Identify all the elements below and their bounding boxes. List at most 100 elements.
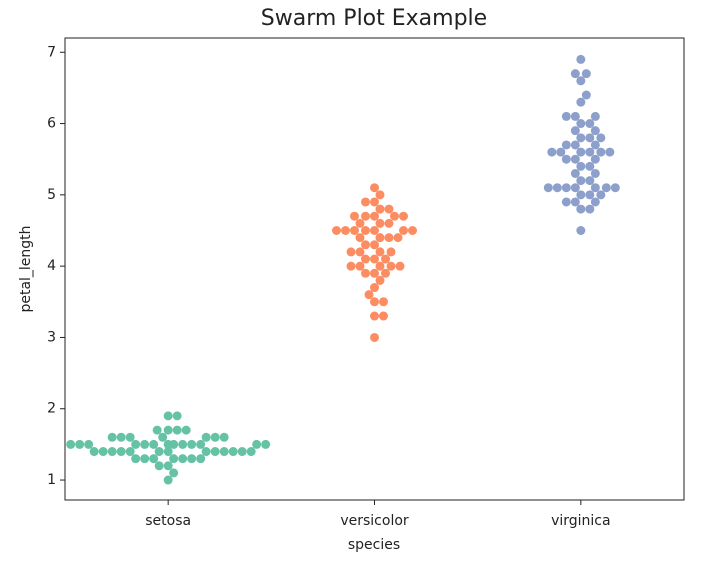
swarm-point <box>543 183 553 193</box>
swarm-point <box>370 197 379 207</box>
swarm-point <box>570 111 580 121</box>
swarm-point <box>585 119 595 129</box>
swarm-point <box>140 454 150 464</box>
swarm-point <box>576 133 586 143</box>
swarm-point <box>228 447 238 457</box>
swarm-point <box>576 119 586 129</box>
swarm-point <box>346 261 356 271</box>
swarm-point <box>125 432 135 442</box>
swarm-point <box>384 233 394 243</box>
swarm-point <box>384 204 394 214</box>
swarm-point <box>585 161 595 171</box>
swarm-point <box>585 190 595 200</box>
x-tick-label: setosa <box>145 513 191 529</box>
swarm-point <box>576 161 586 171</box>
swarm-point <box>169 454 179 464</box>
swarm-point <box>576 147 586 157</box>
swarm-point <box>107 432 117 442</box>
swarm-point <box>252 439 262 449</box>
swarm-point <box>341 226 350 235</box>
swarm-point <box>576 54 586 64</box>
swarm-point <box>370 211 379 221</box>
swarm-point <box>355 233 365 243</box>
swarm-point <box>163 439 173 449</box>
swarm-point <box>370 183 379 193</box>
swarm-point <box>561 183 571 193</box>
swarm-point <box>219 432 229 442</box>
swarm-point <box>355 247 365 257</box>
swarm-point <box>581 90 591 100</box>
swarm-point <box>361 226 370 235</box>
swarm-point <box>163 475 173 485</box>
swarm-point <box>178 439 188 449</box>
swarm-point <box>201 447 211 457</box>
swarm-point <box>370 332 379 342</box>
swarm-point <box>66 439 76 449</box>
swarm-point <box>590 197 600 207</box>
swarm-point <box>140 439 150 449</box>
swarm-point <box>596 147 606 157</box>
swarm-point <box>390 211 399 221</box>
swarm-point <box>375 204 385 214</box>
swarm-point <box>196 454 206 464</box>
swarm-point <box>596 190 606 200</box>
swarm-point <box>386 247 396 257</box>
swarm-point <box>585 133 595 143</box>
swarm-point <box>361 268 370 278</box>
swarm-point <box>149 454 159 464</box>
swarm-point <box>370 283 379 293</box>
swarm-point <box>576 190 586 200</box>
swarm-point <box>350 211 359 221</box>
swarm-point <box>561 140 571 150</box>
swarm-point <box>561 111 571 121</box>
swarm-point <box>163 447 173 457</box>
swarm-point <box>75 439 85 449</box>
swarm-point <box>158 432 168 442</box>
swarm-point <box>590 140 600 150</box>
swarm-point <box>181 425 191 435</box>
swarm-point <box>84 439 94 449</box>
x-tick-label: virginica <box>551 513 611 529</box>
swarm-point <box>370 268 379 278</box>
swarm-point <box>379 297 388 307</box>
swarm-point <box>375 218 385 228</box>
swarm-point <box>399 211 408 221</box>
swarm-point <box>547 147 557 157</box>
swarm-point <box>570 69 580 79</box>
swarm-point <box>131 439 141 449</box>
swarm-point <box>585 176 595 186</box>
swarm-point <box>590 111 600 121</box>
swarm-point <box>381 268 390 278</box>
swarm-point <box>370 240 379 250</box>
swarm-point <box>187 439 197 449</box>
swarm-point <box>201 432 211 442</box>
y-tick-label: 6 <box>47 116 56 132</box>
chart-title: Swarm Plot Example <box>261 6 487 31</box>
swarm-point <box>375 275 385 285</box>
swarm-point <box>384 218 394 228</box>
swarm-point <box>399 226 408 235</box>
swarm-point <box>381 254 390 264</box>
swarm-point <box>98 447 108 457</box>
swarm-point <box>89 447 99 457</box>
swarm-point <box>570 197 580 207</box>
swarm-point <box>561 197 571 207</box>
swarm-point <box>370 297 379 307</box>
swarm-point <box>605 147 615 157</box>
y-tick-label: 7 <box>47 44 56 60</box>
y-tick-label: 5 <box>47 187 56 203</box>
swarm-point <box>154 447 164 457</box>
swarm-point <box>178 454 188 464</box>
swarm-point <box>116 447 126 457</box>
swarm-point <box>152 425 162 435</box>
swarm-point <box>172 411 182 421</box>
swarm-point <box>570 140 580 150</box>
swarm-point <box>361 240 370 250</box>
swarm-point <box>261 439 271 449</box>
swarm-point <box>172 425 182 435</box>
swarm-point <box>590 168 600 178</box>
swarm-point <box>163 461 173 471</box>
swarm-point <box>154 461 164 471</box>
swarm-point <box>576 204 586 214</box>
swarm-point <box>570 183 580 193</box>
